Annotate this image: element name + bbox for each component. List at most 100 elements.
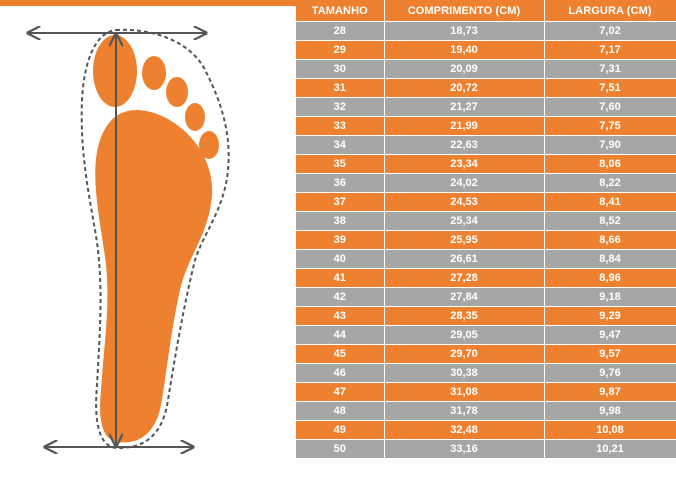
cell-width: 8,96 — [544, 268, 676, 288]
table-row: 46 30,38 9,76 — [296, 363, 676, 383]
table-row: 45 29,70 9,57 — [296, 344, 676, 364]
foot-measurement-icon — [0, 6, 230, 480]
table-row: 40 26,61 8,84 — [296, 249, 676, 269]
cell-length: 27,28 — [384, 268, 545, 288]
cell-width: 9,47 — [544, 325, 676, 345]
cell-width: 9,18 — [544, 287, 676, 307]
top-accent-bar — [0, 0, 296, 6]
cell-length: 24,02 — [384, 173, 545, 193]
table-row: 43 28,35 9,29 — [296, 306, 676, 326]
table-row: 31 20,72 7,51 — [296, 78, 676, 98]
cell-length: 24,53 — [384, 192, 545, 212]
cell-length: 20,72 — [384, 78, 545, 98]
table-row: 28 18,73 7,02 — [296, 21, 676, 41]
cell-width: 8,84 — [544, 249, 676, 269]
cell-width: 7,51 — [544, 78, 676, 98]
cell-size: 31 — [296, 78, 385, 98]
cell-length: 26,61 — [384, 249, 545, 269]
cell-size: 32 — [296, 97, 385, 117]
cell-width: 9,29 — [544, 306, 676, 326]
cell-length: 29,70 — [384, 344, 545, 364]
cell-width: 8,06 — [544, 154, 676, 174]
cell-size: 29 — [296, 40, 385, 60]
cell-width: 8,52 — [544, 211, 676, 231]
table-row: 30 20,09 7,31 — [296, 59, 676, 79]
cell-size: 34 — [296, 135, 385, 155]
cell-length: 25,95 — [384, 230, 545, 250]
cell-width: 7,17 — [544, 40, 676, 60]
cell-size: 35 — [296, 154, 385, 174]
cell-width: 9,98 — [544, 401, 676, 421]
table-row: 34 22,63 7,90 — [296, 135, 676, 155]
toe-2 — [142, 56, 166, 90]
cell-width: 8,41 — [544, 192, 676, 212]
foot-sole — [95, 110, 213, 443]
cell-length: 28,35 — [384, 306, 545, 326]
cell-size: 40 — [296, 249, 385, 269]
toe-4 — [185, 103, 205, 131]
cell-width: 7,60 — [544, 97, 676, 117]
table-row: 50 33,16 10,21 — [296, 439, 676, 458]
header-length: COMPRIMENTO (CM) — [384, 0, 545, 22]
cell-length: 25,34 — [384, 211, 545, 231]
cell-width: 7,31 — [544, 59, 676, 79]
table-row: 35 23,34 8,06 — [296, 154, 676, 174]
table-row: 41 27,28 8,96 — [296, 268, 676, 288]
cell-length: 18,73 — [384, 21, 545, 41]
cell-width: 7,02 — [544, 21, 676, 41]
cell-length: 22,63 — [384, 135, 545, 155]
cell-size: 38 — [296, 211, 385, 231]
cell-size: 39 — [296, 230, 385, 250]
cell-size: 45 — [296, 344, 385, 364]
cell-width: 7,90 — [544, 135, 676, 155]
cell-width: 10,08 — [544, 420, 676, 440]
cell-size: 49 — [296, 420, 385, 440]
table-header-row: TAMANHO COMPRIMENTO (CM) LARGURA (CM) — [296, 0, 676, 22]
cell-length: 30,38 — [384, 363, 545, 383]
cell-size: 48 — [296, 401, 385, 421]
table-row: 38 25,34 8,52 — [296, 211, 676, 231]
foot-illustration-panel — [0, 0, 296, 480]
table-row: 47 31,08 9,87 — [296, 382, 676, 402]
cell-width: 7,75 — [544, 116, 676, 136]
cell-length: 29,05 — [384, 325, 545, 345]
toe-3 — [166, 77, 188, 107]
cell-length: 21,99 — [384, 116, 545, 136]
cell-size: 44 — [296, 325, 385, 345]
table-row: 36 24,02 8,22 — [296, 173, 676, 193]
size-table: TAMANHO COMPRIMENTO (CM) LARGURA (CM) 28… — [296, 0, 676, 458]
table-row: 42 27,84 9,18 — [296, 287, 676, 307]
header-width: LARGURA (CM) — [544, 0, 676, 22]
cell-length: 27,84 — [384, 287, 545, 307]
table-row: 48 31,78 9,98 — [296, 401, 676, 421]
table-row: 33 21,99 7,75 — [296, 116, 676, 136]
cell-size: 41 — [296, 268, 385, 288]
cell-size: 50 — [296, 439, 385, 458]
cell-width: 9,87 — [544, 382, 676, 402]
table-row: 44 29,05 9,47 — [296, 325, 676, 345]
toe-5 — [199, 131, 219, 159]
header-size: TAMANHO — [296, 0, 385, 22]
table-body: 28 18,73 7,02 29 19,40 7,17 30 20,09 7,31 31 20,72… — [296, 21, 676, 458]
cell-width: 8,66 — [544, 230, 676, 250]
size-table-panel: TAMANHO COMPRIMENTO (CM) LARGURA (CM) 28… — [296, 0, 676, 480]
table-row: 39 25,95 8,66 — [296, 230, 676, 250]
cell-size: 37 — [296, 192, 385, 212]
cell-length: 31,78 — [384, 401, 545, 421]
cell-size: 42 — [296, 287, 385, 307]
cell-size: 33 — [296, 116, 385, 136]
cell-length: 23,34 — [384, 154, 545, 174]
cell-width: 8,22 — [544, 173, 676, 193]
table-row: 37 24,53 8,41 — [296, 192, 676, 212]
cell-width: 10,21 — [544, 439, 676, 458]
cell-length: 33,16 — [384, 439, 545, 458]
table-row: 49 32,48 10,08 — [296, 420, 676, 440]
cell-length: 32,48 — [384, 420, 545, 440]
cell-length: 31,08 — [384, 382, 545, 402]
cell-size: 47 — [296, 382, 385, 402]
cell-size: 43 — [296, 306, 385, 326]
table-row: 32 21,27 7,60 — [296, 97, 676, 117]
cell-width: 9,76 — [544, 363, 676, 383]
cell-size: 36 — [296, 173, 385, 193]
